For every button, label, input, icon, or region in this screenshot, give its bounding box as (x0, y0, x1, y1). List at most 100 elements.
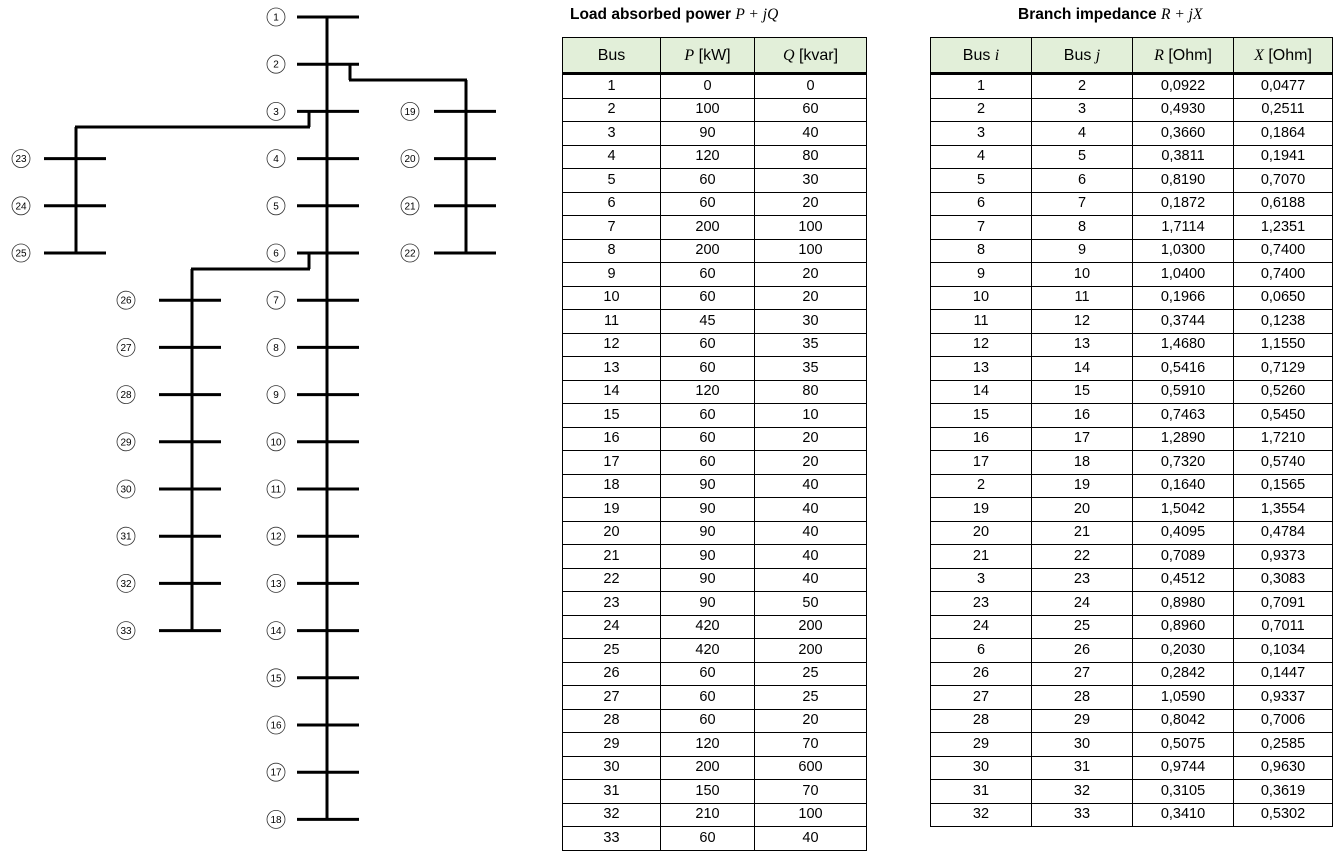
bus-number: 15 (270, 673, 282, 684)
p-cell: 90 (660, 121, 755, 146)
bus-j-cell: 8 (1031, 215, 1133, 240)
table-row: 11 12 0,3744 0,1238 (930, 309, 1333, 334)
bus-i-cell: 32 (930, 802, 1032, 827)
bus-number: 32 (120, 579, 132, 590)
r-cell: 0,1640 (1132, 473, 1234, 498)
bus-i-cell: 11 (930, 309, 1032, 334)
table-row: 5 60 30 (562, 168, 867, 193)
p-cell: 60 (660, 262, 755, 287)
r-unit: [Ohm] (1163, 46, 1212, 64)
table-row: 15 16 0,7463 0,5450 (930, 403, 1333, 428)
bus-i-cell: 17 (930, 450, 1032, 475)
table-row: 3 90 40 (562, 121, 867, 146)
bus-node-30: 30 (116, 479, 136, 499)
r-cell: 0,8042 (1132, 708, 1234, 733)
load-table-title: Load absorbed power P + jQ (570, 6, 778, 24)
bus-j-cell: 23 (1031, 567, 1133, 592)
bus-j-cell: 16 (1031, 403, 1133, 428)
table-row: 24 420 200 (562, 614, 867, 639)
bus-cell: 14 (562, 379, 661, 404)
x-cell: 0,9373 (1233, 544, 1333, 569)
bus-j-cell: 10 (1031, 262, 1133, 287)
bus-number: 10 (270, 437, 282, 448)
x-unit: [Ohm] (1263, 46, 1312, 64)
bus-circle (266, 196, 286, 216)
table-row: 7 8 1,7114 1,2351 (930, 215, 1333, 240)
bus-i-cell: 5 (930, 168, 1032, 193)
bus-number: 26 (120, 296, 132, 307)
bus-number: 20 (404, 154, 416, 165)
bus-j-var: j (1095, 46, 1101, 64)
bus-j-cell: 15 (1031, 379, 1133, 404)
r-cell: 0,4095 (1132, 520, 1234, 545)
col-p: P [kW] (660, 37, 755, 75)
bus-circle (11, 149, 31, 169)
bus-circle (266, 385, 286, 405)
bus-j-cell: 26 (1031, 638, 1133, 663)
table-row: 21 90 40 (562, 544, 867, 569)
bus-i-cell: 6 (930, 638, 1032, 663)
bus-node-26: 26 (116, 290, 136, 310)
p-cell: 120 (660, 732, 755, 757)
bus-i-cell: 30 (930, 755, 1032, 780)
table-row: 16 60 20 (562, 426, 867, 451)
bus-i-cell: 7 (930, 215, 1032, 240)
impedance-title-math: R + jX (1161, 6, 1203, 23)
table-row: 9 60 20 (562, 262, 867, 287)
bus-number: 30 (120, 485, 132, 496)
q-cell: 30 (754, 168, 867, 193)
table-row: 18 90 40 (562, 473, 867, 498)
bus-circle (400, 243, 420, 263)
p-cell: 100 (660, 97, 755, 122)
bus-circle (266, 810, 286, 829)
x-cell: 0,7091 (1233, 591, 1333, 616)
p-cell: 60 (660, 661, 755, 686)
x-cell: 0,3083 (1233, 567, 1333, 592)
x-cell: 0,5302 (1233, 802, 1333, 827)
bus-j-cell: 25 (1031, 614, 1133, 639)
table-row: 6 7 0,1872 0,6188 (930, 191, 1333, 216)
bus-i-cell: 14 (930, 379, 1032, 404)
p-cell: 60 (660, 332, 755, 357)
x-cell: 0,2511 (1233, 97, 1333, 122)
bus-cell: 12 (562, 332, 661, 357)
table-row: 8 9 1,0300 0,7400 (930, 238, 1333, 263)
table-row: 6 60 20 (562, 191, 867, 216)
r-cell: 0,3811 (1132, 144, 1234, 169)
q-cell: 20 (754, 426, 867, 451)
q-cell: 40 (754, 520, 867, 545)
bus-i-cell: 1 (930, 73, 1032, 99)
x-cell: 0,7006 (1233, 708, 1333, 733)
x-cell: 0,7129 (1233, 356, 1333, 381)
r-cell: 1,0400 (1132, 262, 1234, 287)
bus-node-23: 23 (11, 149, 31, 169)
bus-circle (400, 102, 420, 121)
r-cell: 0,5075 (1132, 732, 1234, 757)
table-row: 28 60 20 (562, 708, 867, 733)
bus-number: 19 (404, 107, 416, 118)
bus-cell: 17 (562, 450, 661, 475)
bus-j-cell: 19 (1031, 473, 1133, 498)
r-cell: 0,2030 (1132, 638, 1234, 663)
table-row: 26 60 25 (562, 661, 867, 686)
p-cell: 90 (660, 544, 755, 569)
bus-circle (116, 337, 136, 357)
bus-number: 24 (15, 201, 27, 212)
x-cell: 1,2351 (1233, 215, 1333, 240)
table-row: 14 120 80 (562, 379, 867, 404)
table-row: 17 60 20 (562, 450, 867, 475)
bus-number: 33 (120, 626, 132, 637)
q-cell: 600 (754, 755, 867, 780)
bus-i-text: Bus (962, 46, 995, 64)
table-row: 29 120 70 (562, 732, 867, 757)
bus-i-cell: 23 (930, 591, 1032, 616)
p-cell: 120 (660, 379, 755, 404)
r-cell: 0,8980 (1132, 591, 1234, 616)
network-diagram: 1234567891011121314151617181920212223242… (11, 7, 496, 829)
bus-circle (116, 621, 136, 640)
q-cell: 20 (754, 191, 867, 216)
table-row: 23 24 0,8980 0,7091 (930, 591, 1333, 616)
table-row: 24 25 0,8960 0,7011 (930, 614, 1333, 639)
bus-i-cell: 28 (930, 708, 1032, 733)
bus-node-14: 14 (266, 621, 286, 640)
